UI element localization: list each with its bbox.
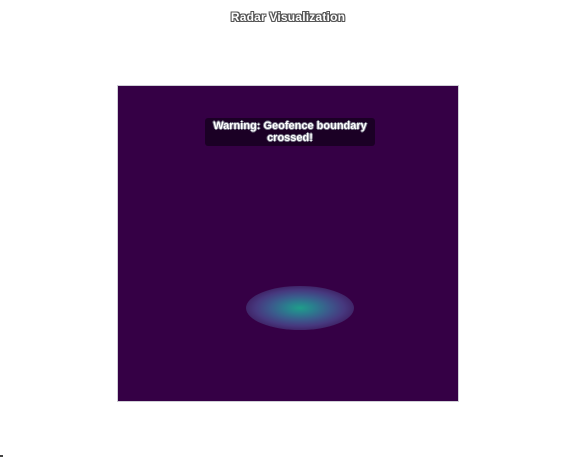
page-title: Radar Visualization bbox=[230, 10, 346, 24]
corner-marker bbox=[0, 455, 3, 457]
radar-display[interactable]: Warning: Geofence boundary crossed! bbox=[117, 85, 459, 402]
radar-blip bbox=[246, 286, 354, 330]
geofence-warning-banner: Warning: Geofence boundary crossed! bbox=[205, 118, 375, 146]
